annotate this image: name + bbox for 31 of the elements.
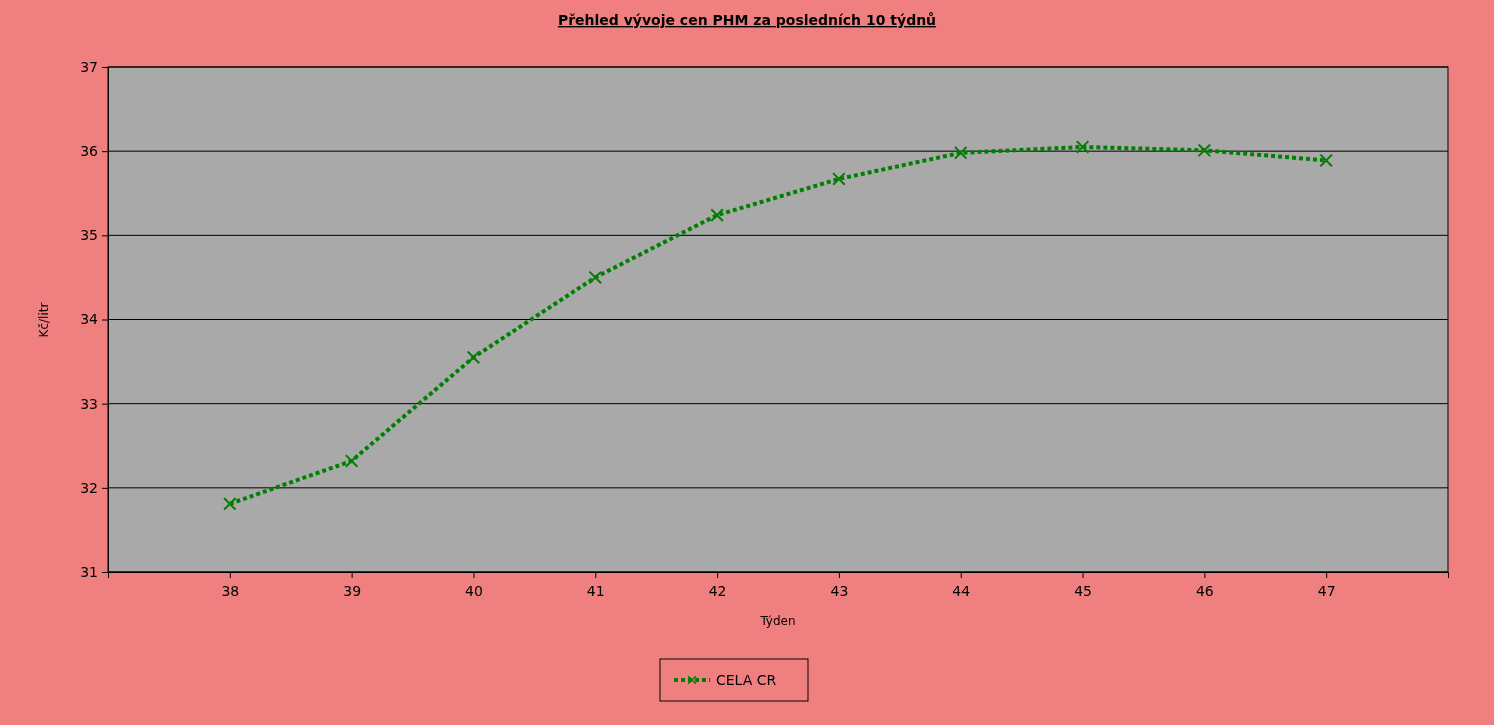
x-tick-label: 40 [465, 582, 483, 599]
x-tick-label: 46 [1195, 582, 1214, 599]
x-tick-label: 41 [586, 582, 605, 599]
point [1319, 153, 1333, 168]
point [344, 454, 359, 468]
point [832, 172, 846, 186]
point [466, 350, 481, 365]
point [588, 270, 603, 285]
x-tick-label: 38 [221, 582, 240, 599]
x-tick-label: 42 [708, 582, 727, 599]
point [1075, 140, 1090, 154]
x-axis-title: Týden [759, 614, 796, 628]
x-tick-label: 45 [1074, 582, 1092, 599]
point [223, 497, 237, 511]
y-tick-label: 35 [80, 227, 98, 244]
y-tick-label: 36 [80, 143, 99, 160]
y-tick-label: 37 [80, 58, 98, 75]
x-tick-label: 47 [1317, 582, 1336, 599]
y-axis-title: Kč/litr [37, 302, 51, 338]
y-tick-label: 32 [80, 479, 98, 496]
y-tick-label: 33 [80, 395, 98, 412]
y-tick-label: 34 [80, 311, 99, 328]
point [710, 208, 724, 222]
chart-title: Přehled vývoje cen PHM za posledních 10 týdnů [557, 12, 937, 28]
point [953, 146, 968, 160]
y-tick-label: 31 [80, 563, 98, 580]
x-tick-label: 43 [830, 582, 849, 599]
x-tick-label: 39 [343, 582, 362, 599]
point [1197, 143, 1212, 158]
x-tick-label: 44 [952, 582, 971, 599]
legend-label: CELA CR [716, 672, 777, 688]
